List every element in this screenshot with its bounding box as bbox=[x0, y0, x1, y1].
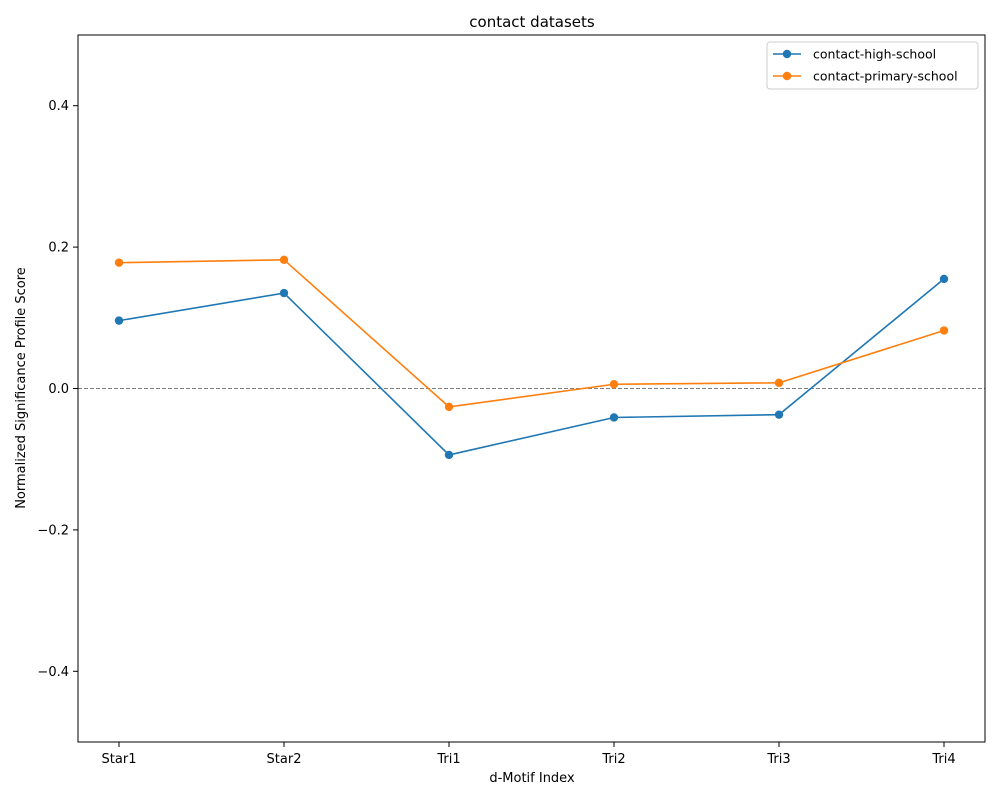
data-point-contact-primary-school bbox=[609, 380, 619, 389]
data-point-contact-primary-school bbox=[939, 326, 949, 335]
data-point-contact-high-school bbox=[774, 410, 784, 419]
data-point-contact-high-school bbox=[444, 450, 454, 460]
plot-frame bbox=[77, 34, 986, 743]
legend: contact-high-school contact-primary-schoo… bbox=[766, 41, 979, 90]
x-tick-label: Tri4 bbox=[931, 752, 955, 767]
y-tick-label: 0.2 bbox=[48, 241, 69, 256]
legend-label: contact-high-school bbox=[813, 47, 936, 62]
data-point-contact-high-school bbox=[114, 316, 124, 325]
legend-label: contact-primary-school bbox=[813, 69, 958, 84]
y-tick-label: −0.4 bbox=[37, 665, 69, 680]
data-point-contact-primary-school bbox=[444, 402, 454, 412]
data-point-contact-high-school bbox=[609, 413, 619, 422]
data-point-contact-high-school bbox=[279, 288, 289, 298]
y-tick-label: 0.4 bbox=[48, 99, 69, 114]
x-tick-label: Star2 bbox=[267, 752, 302, 767]
legend-box bbox=[766, 41, 979, 90]
series-line-contact-high-school bbox=[118, 278, 945, 456]
series-layer bbox=[114, 255, 949, 460]
y-axis-label: Normalized Significance Profile Score bbox=[14, 267, 29, 509]
data-point-contact-primary-school bbox=[114, 258, 124, 267]
x-tick-label: Tri3 bbox=[766, 752, 790, 767]
data-point-contact-high-school bbox=[939, 274, 949, 284]
y-axis-ticks: −0.4 −0.2 0.0 0.2 0.4 bbox=[37, 99, 78, 680]
data-point-contact-primary-school bbox=[774, 378, 784, 388]
legend-marker bbox=[782, 49, 792, 59]
x-axis-ticks: Star1 Star2 Tri1 Tri2 Tri3 Tri4 bbox=[102, 742, 956, 767]
legend-marker bbox=[782, 71, 792, 81]
chart-title: contact datasets bbox=[469, 13, 595, 31]
y-tick-label: −0.2 bbox=[37, 523, 69, 538]
x-tick-label: Star1 bbox=[102, 752, 137, 767]
y-tick-label: 0.0 bbox=[48, 382, 69, 397]
data-point-contact-primary-school bbox=[279, 255, 289, 265]
series-line-contact-primary-school bbox=[118, 259, 945, 408]
x-tick-label: Tri1 bbox=[436, 752, 460, 767]
x-tick-label: Tri2 bbox=[601, 752, 625, 767]
x-axis-label: d-Motif Index bbox=[489, 771, 575, 786]
